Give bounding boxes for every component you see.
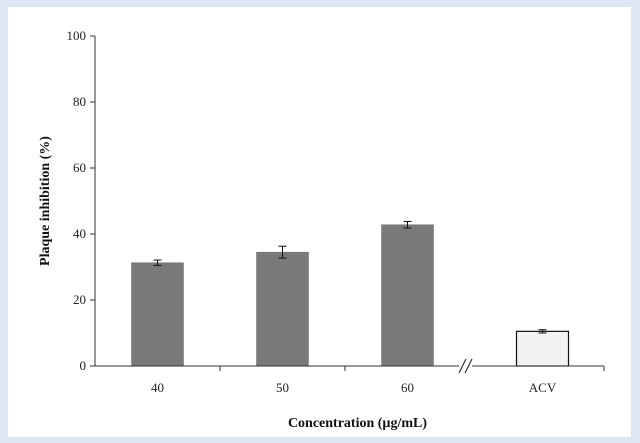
axis-break-marker [449, 358, 483, 374]
axis-break-slash [464, 358, 473, 374]
y-tick-label: 80 [73, 94, 86, 109]
axis-break-slash [458, 358, 467, 374]
bar-50 [256, 251, 309, 367]
bar-60 [381, 224, 434, 367]
bar-acv [515, 330, 570, 367]
bar-40 [131, 262, 184, 367]
x-tick-label: 40 [151, 380, 164, 395]
y-tick-label: 40 [73, 226, 86, 241]
x-tick-label: 50 [276, 380, 289, 395]
y-axis-title: Plaque inhibition (%) [38, 136, 53, 266]
y-tick-label: 60 [73, 160, 86, 175]
y-tick-label: 20 [73, 292, 86, 307]
chart-frame: 0 20 40 60 80 100 40 50 60 ACV Plaque inhibition… [8, 7, 631, 437]
x-axis-title: Concentration (µg/mL) [288, 416, 427, 431]
x-tick-label: 60 [401, 380, 414, 395]
x-tick-label: ACV [529, 380, 557, 395]
y-tick-label: 100 [67, 28, 87, 43]
y-tick-label: 0 [80, 358, 87, 373]
bar-chart: 0 20 40 60 80 100 40 50 60 ACV Plaque inhibition… [38, 28, 605, 431]
